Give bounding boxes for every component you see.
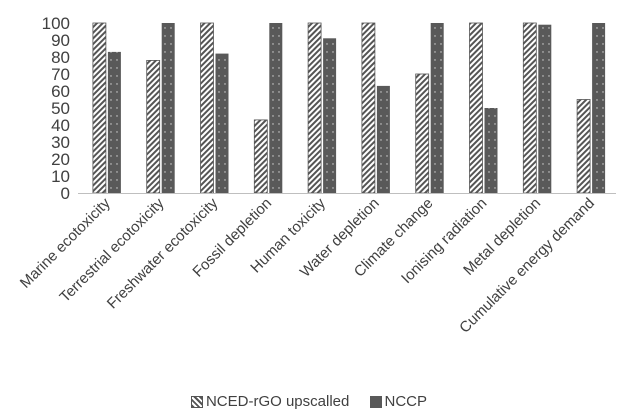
legend-swatch-series-a — [190, 395, 203, 408]
y-tick-label-60: 60 — [51, 82, 70, 101]
bar-series-2-6 — [430, 23, 444, 193]
bar-series-1-5 — [361, 22, 376, 194]
x-tick-label-0: Marine ecotoxicity — [17, 194, 114, 291]
legend: NCED-rGO upscalled NCCP — [0, 393, 618, 412]
bar-series-2-4 — [323, 38, 337, 193]
legend-item-series-b: NCCP — [369, 393, 428, 410]
bar-series-2-7 — [484, 108, 498, 193]
bar-series-1-9 — [576, 99, 591, 194]
bar-series-2-9 — [592, 23, 606, 193]
legend-swatch-series-b — [369, 395, 382, 408]
bar-series-2-5 — [376, 85, 390, 193]
y-tick-label-50: 50 — [51, 99, 70, 118]
y-tick-label-0: 0 — [61, 184, 70, 203]
y-tick-label-70: 70 — [51, 65, 70, 84]
bar-series-2-3 — [269, 23, 283, 193]
bars — [92, 22, 606, 194]
bar-series-2-8 — [538, 24, 552, 194]
bar-series-1-1 — [146, 60, 161, 194]
legend-item-series-a: NCED-rGO upscalled — [190, 393, 350, 410]
y-tick-label-80: 80 — [51, 48, 70, 67]
bar-series-2-1 — [161, 23, 175, 193]
y-tick-label-30: 30 — [51, 133, 70, 152]
bar-series-1-2 — [200, 22, 214, 194]
bar-series-1-0 — [92, 22, 107, 194]
y-tick-label-90: 90 — [51, 31, 70, 50]
bar-series-1-6 — [415, 73, 430, 194]
x-tick-label-1: Terrestrial ecotoxicity — [56, 194, 167, 305]
y-tick-label-10: 10 — [51, 167, 70, 186]
bar-series-1-8 — [522, 22, 537, 194]
bar-series-2-2 — [215, 53, 229, 193]
bar-series-1-4 — [307, 22, 322, 194]
legend-label-series-a: NCED-rGO upscalled — [205, 393, 350, 410]
bar-series-1-7 — [469, 22, 483, 194]
legend-label-series-b: NCCP — [384, 393, 428, 410]
y-tick-label-20: 20 — [51, 150, 70, 169]
bar-series-2-0 — [107, 51, 121, 194]
y-tick-label-100: 100 — [42, 14, 70, 33]
bar-series-1-3 — [253, 119, 268, 194]
y-tick-label-40: 40 — [51, 116, 70, 135]
